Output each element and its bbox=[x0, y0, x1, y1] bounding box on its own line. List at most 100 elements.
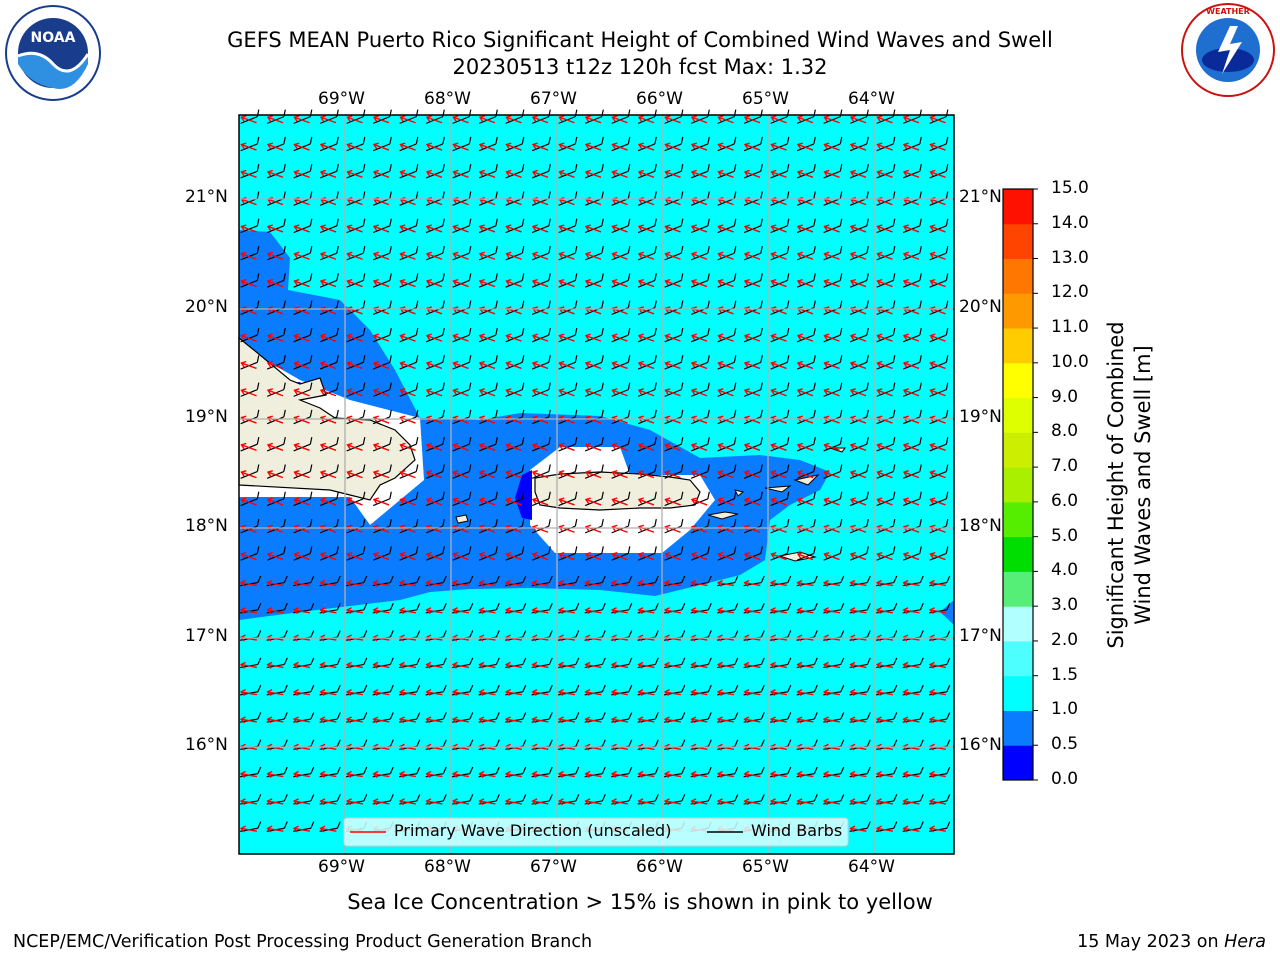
wave-arrow bbox=[531, 689, 549, 697]
wave-arrow bbox=[531, 115, 549, 124]
wave-arrow bbox=[451, 689, 470, 697]
wave-arrow bbox=[478, 551, 496, 561]
wave-arrow bbox=[399, 115, 416, 124]
wave-arrow bbox=[611, 470, 628, 479]
wave-arrow bbox=[558, 497, 575, 506]
wave-arrow bbox=[610, 716, 629, 724]
wave-arrow bbox=[478, 607, 496, 615]
wave-arrow bbox=[796, 115, 814, 124]
wave-arrow bbox=[637, 169, 655, 178]
wave-arrow bbox=[690, 388, 708, 397]
wave-arrow bbox=[875, 798, 894, 806]
wave-arrow bbox=[505, 388, 522, 397]
wave-arrow bbox=[637, 497, 655, 506]
lat-label-left-20n: 20°N bbox=[185, 297, 228, 317]
wave-arrow bbox=[690, 360, 708, 370]
wave-arrow bbox=[584, 442, 602, 451]
wave-arrow bbox=[372, 798, 390, 806]
wave-arrow bbox=[928, 579, 947, 587]
wave-arrow bbox=[929, 388, 946, 397]
wave-arrow bbox=[769, 716, 788, 724]
wave-arrow bbox=[743, 360, 761, 370]
wave-arrow bbox=[584, 551, 602, 561]
wave-arrow bbox=[346, 251, 363, 260]
wave-arrow bbox=[425, 770, 443, 778]
wave-arrow bbox=[478, 497, 496, 506]
wave-arrow bbox=[690, 551, 708, 561]
wave-arrow bbox=[743, 442, 761, 451]
wave-arrow bbox=[346, 388, 363, 397]
lon-label-top-68w: 68°W bbox=[424, 89, 471, 109]
wave-arrow bbox=[505, 169, 522, 178]
wave-arrow bbox=[664, 142, 681, 151]
wave-arrow bbox=[557, 607, 576, 615]
wave-arrow bbox=[637, 607, 655, 615]
wave-arrow bbox=[823, 360, 840, 370]
wave-arrow bbox=[452, 278, 469, 288]
wave-arrow bbox=[849, 251, 867, 260]
wave-arrow bbox=[823, 142, 840, 151]
wave-arrow bbox=[504, 661, 523, 669]
wave-arrow bbox=[558, 442, 575, 451]
wave-arrow bbox=[902, 825, 920, 833]
wave-arrow bbox=[531, 551, 549, 561]
wave-arrow bbox=[319, 169, 337, 178]
wave-arrow bbox=[239, 689, 258, 697]
st-croix-island bbox=[778, 551, 817, 562]
wave-arrow bbox=[637, 360, 655, 370]
wave-arrow bbox=[398, 689, 417, 697]
colorbar-tick-label: 8.0 bbox=[1051, 421, 1079, 442]
wave-arrow bbox=[425, 278, 443, 288]
wave-arrow bbox=[743, 333, 761, 342]
wave-arrow bbox=[876, 224, 893, 233]
wave-arrow bbox=[452, 142, 469, 151]
lat-label-left-19n: 19°N bbox=[185, 407, 228, 427]
wave-arrow bbox=[346, 115, 363, 124]
wave-arrow bbox=[452, 169, 469, 178]
wave-arrow bbox=[770, 333, 787, 342]
wave-arrow bbox=[452, 115, 469, 124]
wave-arrow bbox=[716, 661, 735, 669]
wave-arrow bbox=[452, 497, 469, 506]
colorbar-tick-label: 13.0 bbox=[1051, 247, 1089, 268]
footer-date: 15 May 2023 on bbox=[1077, 932, 1225, 952]
wave-arrow bbox=[690, 689, 708, 697]
wave-arrow bbox=[240, 142, 257, 151]
wave-arrow bbox=[796, 579, 814, 587]
wave-arrow bbox=[240, 115, 257, 124]
wave-arrow bbox=[399, 497, 416, 506]
wave-arrow bbox=[240, 169, 257, 178]
wave-arrow bbox=[796, 661, 814, 669]
wave-arrow bbox=[717, 115, 734, 124]
wave-arrow bbox=[425, 798, 443, 806]
wave-arrow bbox=[451, 661, 470, 669]
wave-arrow bbox=[743, 716, 761, 724]
wave-arrow bbox=[929, 497, 946, 506]
wave-arrow bbox=[451, 579, 470, 587]
wave-arrow bbox=[558, 224, 575, 233]
wave-arrow bbox=[452, 388, 469, 397]
colorbar-label-line1: Significant Height of Combined bbox=[1104, 321, 1128, 649]
wave-arrow bbox=[928, 825, 947, 833]
wave-arrow bbox=[796, 689, 814, 697]
wave-arrow bbox=[929, 360, 946, 370]
lon-label-bottom-68w: 68°W bbox=[424, 857, 471, 877]
wave-arrow bbox=[240, 251, 257, 260]
wave-arrow bbox=[266, 798, 284, 806]
wave-arrow bbox=[875, 607, 894, 615]
wave-arrow bbox=[770, 169, 787, 178]
wave-arrow bbox=[558, 388, 575, 397]
wave-arrow bbox=[690, 224, 708, 233]
wave-arrow bbox=[743, 169, 761, 178]
wave-arrow bbox=[531, 251, 549, 260]
wave-arrow bbox=[875, 579, 894, 587]
wave-arrow bbox=[478, 798, 496, 806]
wave-arrow bbox=[796, 360, 814, 370]
wave-arrow bbox=[664, 115, 681, 124]
colorbar-frame bbox=[1002, 188, 1034, 781]
wave-arrow bbox=[505, 470, 522, 479]
colorbar-segment bbox=[1003, 189, 1033, 225]
wave-arrow bbox=[663, 716, 682, 724]
wave-arrow bbox=[425, 224, 443, 233]
